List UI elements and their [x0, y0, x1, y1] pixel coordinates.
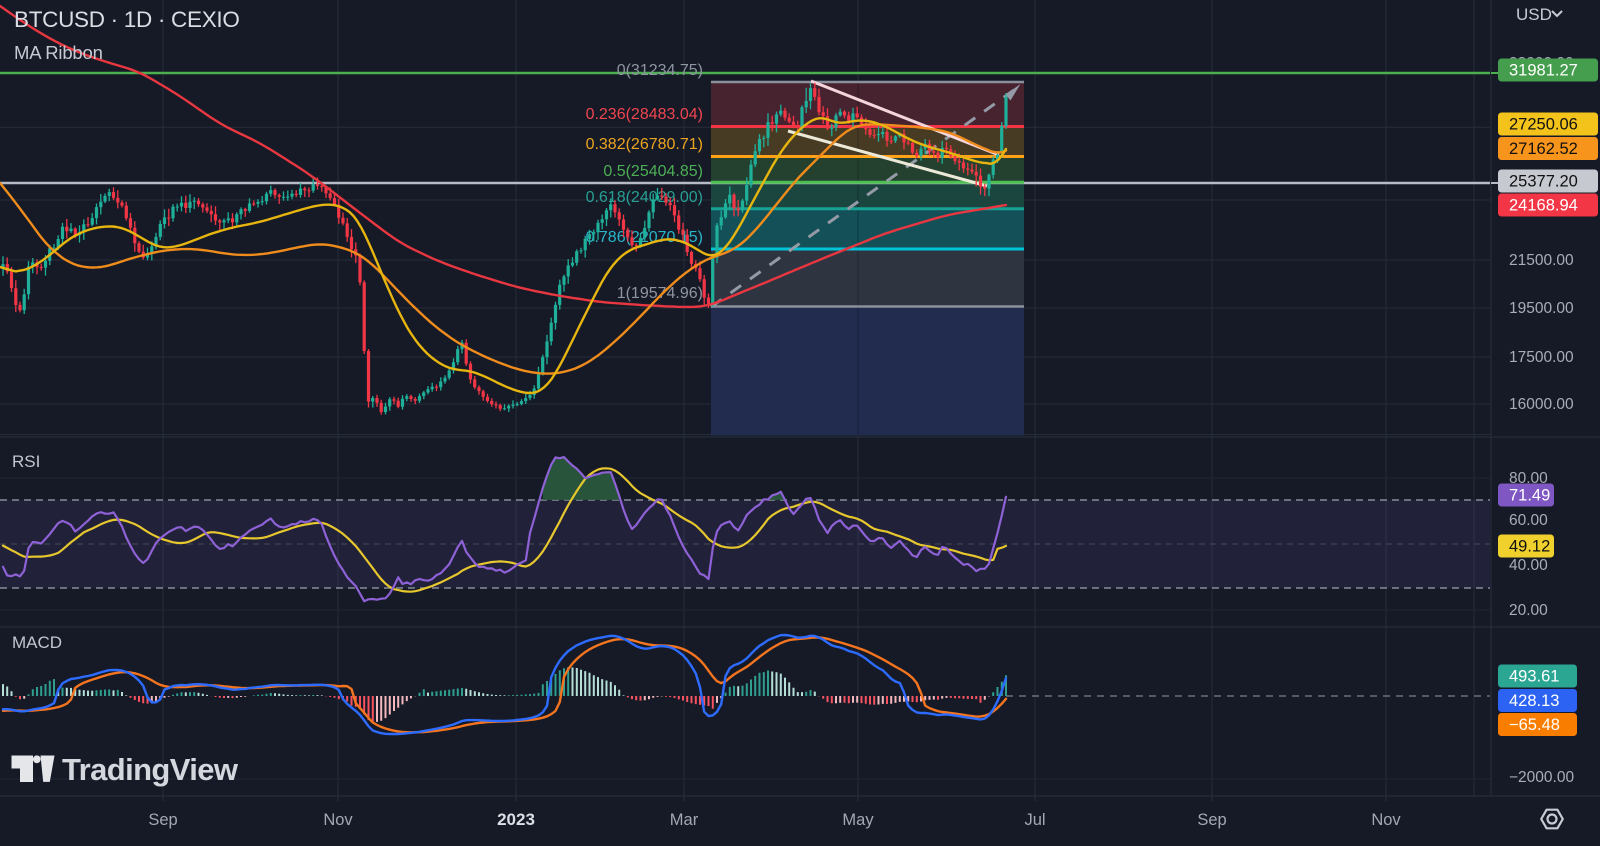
- svg-text:MACD: MACD: [12, 633, 62, 652]
- svg-text:USD: USD: [1516, 5, 1552, 24]
- svg-text:0(31234.75): 0(31234.75): [617, 62, 703, 79]
- svg-text:16000.00: 16000.00: [1509, 396, 1574, 413]
- svg-text:0.618(24029.00): 0.618(24029.00): [586, 189, 703, 206]
- svg-text:Nov: Nov: [1371, 811, 1401, 829]
- svg-text:27250.06: 27250.06: [1509, 116, 1578, 134]
- svg-text:MA Ribbon: MA Ribbon: [14, 42, 103, 63]
- svg-text:71.49: 71.49: [1509, 487, 1550, 505]
- svg-text:31981.27: 31981.27: [1509, 62, 1578, 80]
- svg-text:TradingView: TradingView: [62, 752, 239, 787]
- svg-text:17500.00: 17500.00: [1509, 349, 1574, 366]
- svg-text:0.382(26780.71): 0.382(26780.71): [586, 136, 703, 153]
- svg-text:1(19574.96): 1(19574.96): [617, 285, 703, 302]
- svg-text:80.00: 80.00: [1509, 470, 1548, 487]
- svg-text:BTCUSD · 1D · CEXIO: BTCUSD · 1D · CEXIO: [14, 7, 240, 32]
- svg-text:493.61: 493.61: [1509, 668, 1559, 686]
- svg-text:40.00: 40.00: [1509, 557, 1548, 574]
- svg-text:19500.00: 19500.00: [1509, 300, 1574, 317]
- svg-text:RSI: RSI: [12, 452, 40, 471]
- svg-text:25377.20: 25377.20: [1509, 173, 1578, 191]
- svg-text:27162.52: 27162.52: [1509, 140, 1578, 158]
- svg-text:428.13: 428.13: [1509, 692, 1559, 710]
- svg-text:0.236(28483.04): 0.236(28483.04): [586, 106, 703, 123]
- svg-text:Sep: Sep: [148, 811, 177, 829]
- svg-text:60.00: 60.00: [1509, 512, 1548, 529]
- svg-text:Sep: Sep: [1197, 811, 1226, 829]
- svg-text:Nov: Nov: [323, 811, 353, 829]
- svg-text:Mar: Mar: [670, 811, 699, 829]
- svg-text:21500.00: 21500.00: [1509, 252, 1574, 269]
- svg-text:20.00: 20.00: [1509, 602, 1548, 619]
- svg-text:24168.94: 24168.94: [1509, 197, 1578, 215]
- svg-text:May: May: [842, 811, 874, 829]
- svg-text:−65.48: −65.48: [1509, 716, 1560, 734]
- svg-text:Jul: Jul: [1024, 811, 1045, 829]
- svg-text:0.5(25404.85): 0.5(25404.85): [603, 163, 703, 180]
- svg-text:2023: 2023: [497, 810, 535, 829]
- svg-text:−2000.00: −2000.00: [1509, 769, 1574, 786]
- svg-text:49.12: 49.12: [1509, 538, 1550, 556]
